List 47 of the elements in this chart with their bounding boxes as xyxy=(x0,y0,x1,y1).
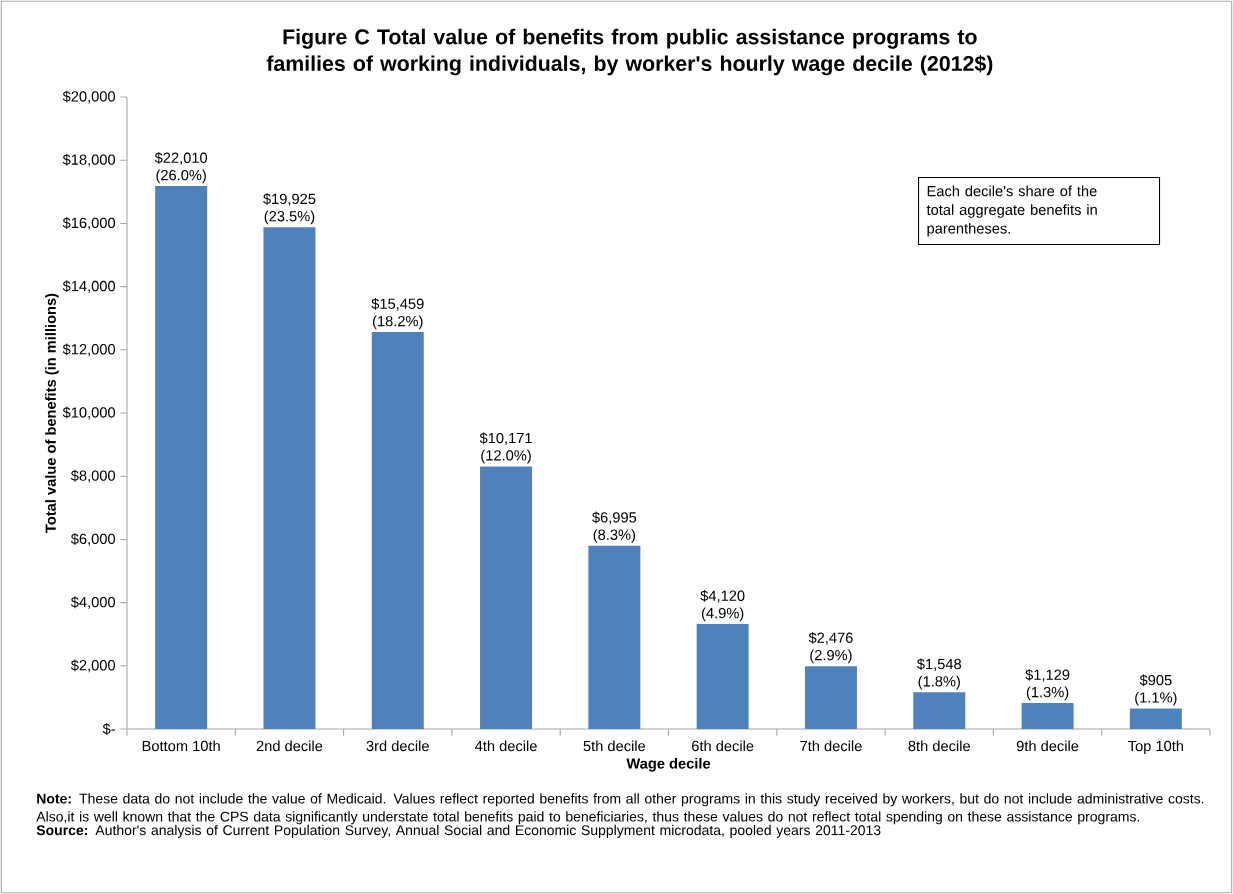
bar xyxy=(1129,708,1182,730)
annotation: Each decile's share of the total aggregate benefits in parentheses. xyxy=(926,185,1097,237)
y-tick-label: $4,000 xyxy=(70,596,116,609)
x-tick-label: 5th decile xyxy=(583,740,646,752)
y-tick-label: $20,000 xyxy=(62,90,116,104)
annotation: $4,120 (4.9%) xyxy=(700,589,745,622)
annotation: $2,476 (2.9%) xyxy=(808,631,853,664)
x-tick-label: 2nd decile xyxy=(256,740,323,752)
annotation: $6,995 (8.3%) xyxy=(592,511,637,543)
x-tick-label: 6th decile xyxy=(692,740,754,752)
bar xyxy=(155,186,208,730)
annotation: $1,548 (1.8%) xyxy=(917,658,962,690)
x-tick-label: Bottom 10th xyxy=(142,740,220,752)
bar xyxy=(804,666,857,730)
y-axis-title: Total value of benefits (in millions) xyxy=(45,293,59,533)
bar xyxy=(1021,703,1074,730)
bar xyxy=(371,332,424,730)
y-tick-label: $2,000 xyxy=(70,659,116,673)
y-tick-label: $10,000 xyxy=(62,406,116,420)
annotation: $15,459 (18.2%) xyxy=(371,297,424,330)
bar xyxy=(696,624,749,730)
y-tick-label: $- xyxy=(102,723,115,735)
annotation: $905 (1.1%) xyxy=(1135,674,1177,706)
y-tick-label: $18,000 xyxy=(62,153,116,167)
x-axis-title: Wage decile xyxy=(626,757,711,772)
y-tick-label: $14,000 xyxy=(62,280,116,293)
bar xyxy=(913,692,966,730)
bar xyxy=(588,545,641,730)
x-tick-label: 4th decile xyxy=(475,740,537,752)
annotation: $10,171 (12.0%) xyxy=(479,432,532,464)
chart-title: Figure C Total value of benefits from public assistance programs to families of working individuals, by worker's hourly wage decile (2012$) xyxy=(266,28,993,76)
text: Source: Author's analysis of Current Population Survey, Annual Social and Economic Supplyment microdata, pooled years 2011-2013 xyxy=(36,824,881,838)
annotation: $19,925 (23.5%) xyxy=(263,193,316,225)
annotation: $1,129 (1.3%) xyxy=(1025,668,1070,701)
bar xyxy=(480,466,533,730)
x-tick-label: 3rd decile xyxy=(366,740,429,752)
y-tick-label: $12,000 xyxy=(62,343,116,357)
x-tick-label: Top 10th xyxy=(1128,740,1184,755)
y-tick-label: $16,000 xyxy=(62,217,116,230)
bar xyxy=(263,227,316,730)
y-tick-label: $6,000 xyxy=(70,533,116,546)
annotation: $22,010 (26.0%) xyxy=(154,151,208,184)
y-tick-label: $8,000 xyxy=(70,469,116,483)
x-tick-label: 8th decile xyxy=(908,740,970,752)
x-tick-label: 9th decile xyxy=(1016,740,1079,752)
text: Note: These data do not include the value of Medicaid. Values reflect reported benefits from all other programs in this study received by workers, but do not include administrative costs. Also,it is well known that the CPS data significantly understate total benefits paid to beneficiaries, thus these values do not reflect total spending on these assistance programs. xyxy=(36,793,1204,825)
x-tick-label: 7th decile xyxy=(800,740,862,752)
